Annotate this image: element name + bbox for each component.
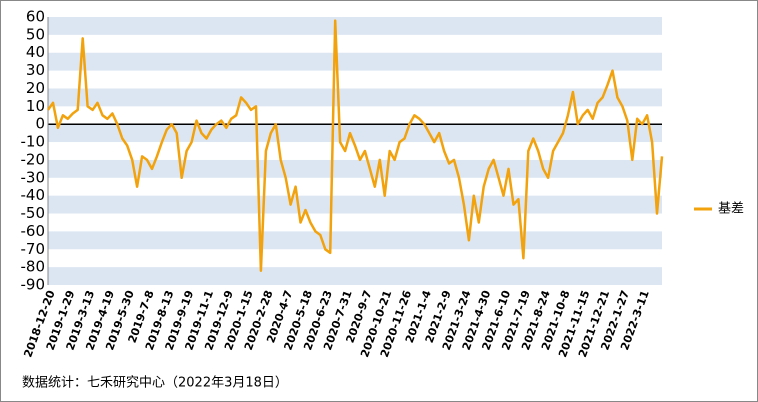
legend-label: 基差 xyxy=(718,202,744,217)
y-tick-label: -80 xyxy=(21,258,46,276)
y-tick-label: -70 xyxy=(21,240,46,258)
y-tick-label: -20 xyxy=(21,150,46,168)
grid-band xyxy=(48,124,662,143)
y-tick-label: 0 xyxy=(35,115,45,133)
grid-band xyxy=(48,231,662,250)
y-tick-label: 60 xyxy=(26,8,45,26)
y-tick-label: 40 xyxy=(26,43,45,61)
y-tick-label: 30 xyxy=(26,61,45,79)
grid-band xyxy=(48,17,662,35)
data-line xyxy=(46,19,664,272)
grid-band xyxy=(48,88,662,107)
grid-band xyxy=(48,195,662,214)
y-tick-label: -90 xyxy=(21,276,46,294)
y-tick-label: -50 xyxy=(21,204,46,222)
y-tick-label: -40 xyxy=(21,186,46,204)
y-tick-label: 10 xyxy=(26,97,45,115)
y-tick-label: -30 xyxy=(21,168,46,186)
source-note: 数据统计：七禾研究中心（2022年3月18日） xyxy=(22,376,288,391)
y-tick-label: -10 xyxy=(21,133,46,151)
grid-band xyxy=(48,52,662,71)
y-tick-label: -60 xyxy=(21,222,46,240)
y-tick-label: 50 xyxy=(26,25,45,43)
y-tick-label: 20 xyxy=(26,79,45,97)
grid-band xyxy=(48,267,662,285)
